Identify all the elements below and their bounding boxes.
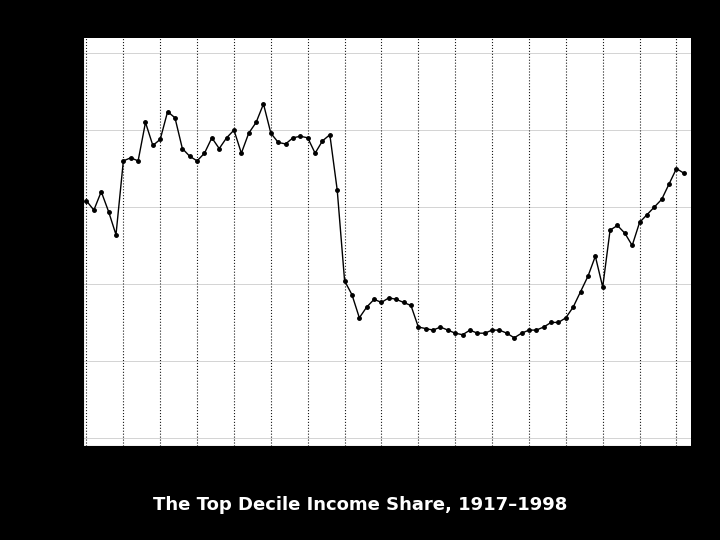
Y-axis label: Share (in %), excluding capital gains: Share (in %), excluding capital gains: [32, 133, 42, 350]
Text: The Top Decile Income Share, 1917–1998: The Top Decile Income Share, 1917–1998: [153, 496, 567, 514]
